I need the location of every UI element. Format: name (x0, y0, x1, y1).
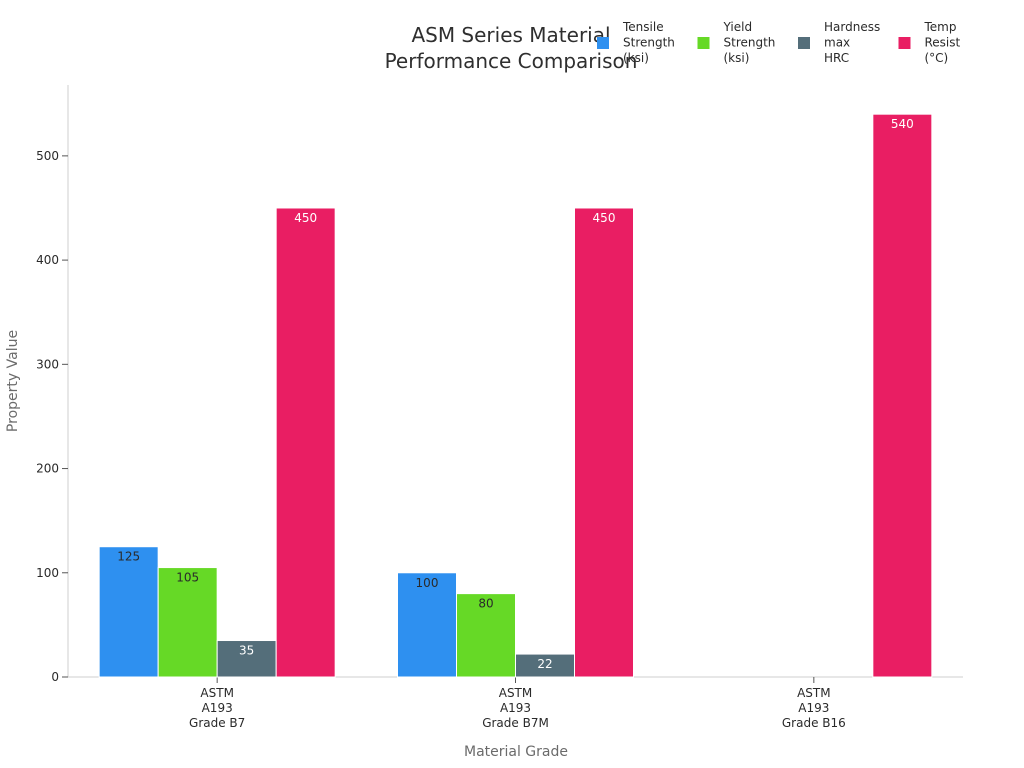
legend-item: Yield Strength (ksi) (697, 20, 776, 65)
y-tick-label: 200 (36, 462, 59, 476)
y-tick-label: 500 (36, 149, 59, 163)
bar-value-label: 22 (537, 657, 552, 671)
bar (872, 113, 933, 678)
legend-label: Yield Strength (ksi) (723, 20, 776, 65)
bar (397, 572, 457, 678)
legend-item: Tensile Strength (ksi) (597, 20, 675, 65)
legend-swatch (798, 37, 810, 49)
legend-swatch (697, 37, 710, 49)
chart-title-line: Performance Comparison (385, 49, 638, 73)
legend-item: Temp Resist (°C) (898, 20, 961, 65)
x-tick-label: ASTM A193 Grade B16 (782, 686, 846, 730)
chart-title-line: ASM Series Material (411, 23, 610, 47)
legend-label: Hardness max HRC (824, 20, 880, 65)
bar-value-label: 35 (239, 644, 254, 658)
x-tick-label: ASTM A193 Grade B7M (482, 686, 549, 730)
bar (216, 640, 277, 678)
x-axis-title: Material Grade (464, 744, 568, 760)
y-tick-label: 400 (36, 253, 59, 267)
bar (157, 567, 218, 678)
y-axis-title: Property Value (5, 330, 21, 432)
legend-swatch (898, 37, 911, 49)
bar (574, 207, 634, 678)
bar (98, 546, 159, 678)
x-tick-label: ASTM A193 Grade B7 (189, 686, 245, 730)
y-tick-label: 300 (36, 357, 59, 371)
bar (275, 207, 336, 678)
bar-value-label: 125 (117, 550, 140, 564)
y-tick-label: 0 (51, 670, 59, 684)
bars (98, 113, 933, 678)
bar (456, 593, 516, 678)
bar-value-label: 105 (176, 571, 199, 585)
bar-labels: 125 100 105 80 35 22 450 450 540 (117, 117, 914, 671)
bar-value-label: 80 (478, 597, 493, 611)
y-tick-label: 100 (36, 566, 59, 580)
bar-value-label: 450 (294, 211, 317, 225)
legend-item: Hardness max HRC (798, 20, 880, 65)
legend-swatch (597, 37, 609, 49)
legend: Tensile Strength (ksi) Yield Strength (ksi) Ha… (597, 20, 961, 65)
legend-label: Temp Resist (°C) (924, 20, 961, 65)
bar-value-label: 540 (891, 117, 914, 131)
bar-value-label: 450 (593, 211, 616, 225)
bar-value-label: 100 (416, 576, 439, 590)
legend-label: Tensile Strength (ksi) (622, 20, 675, 65)
